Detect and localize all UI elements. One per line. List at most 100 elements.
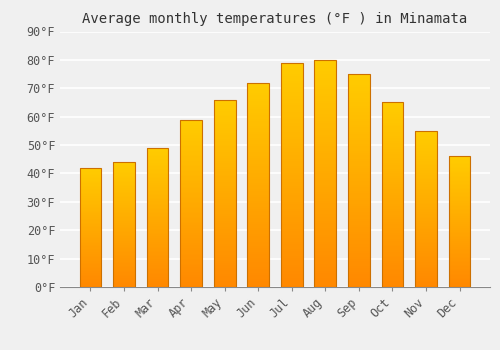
Bar [113, 265, 135, 266]
Bar [348, 159, 370, 161]
Bar [415, 206, 437, 207]
Bar [314, 105, 336, 107]
Bar [214, 188, 236, 190]
Bar [281, 130, 302, 132]
Bar [180, 203, 202, 205]
Bar [314, 271, 336, 273]
Bar [281, 141, 302, 144]
Bar [214, 248, 236, 250]
Bar [248, 193, 269, 195]
Bar [348, 185, 370, 187]
Bar [415, 259, 437, 260]
Bar [248, 232, 269, 234]
Bar [415, 239, 437, 240]
Bar [348, 163, 370, 166]
Bar [248, 166, 269, 168]
Bar [113, 176, 135, 177]
Bar [314, 280, 336, 282]
Bar [180, 195, 202, 197]
Bar [448, 282, 470, 283]
Bar [248, 109, 269, 111]
Bar [448, 181, 470, 183]
Bar [80, 269, 102, 270]
Bar [248, 83, 269, 287]
Bar [314, 171, 336, 174]
Bar [382, 274, 404, 276]
Bar [248, 205, 269, 207]
Bar [382, 136, 404, 138]
Bar [214, 105, 236, 107]
Bar [448, 248, 470, 249]
Bar [314, 185, 336, 187]
Bar [214, 272, 236, 274]
Bar [314, 198, 336, 201]
Bar [248, 197, 269, 199]
Bar [415, 210, 437, 212]
Bar [180, 145, 202, 146]
Bar [80, 214, 102, 216]
Bar [248, 207, 269, 209]
Bar [248, 115, 269, 117]
Bar [248, 222, 269, 224]
Bar [382, 202, 404, 204]
Bar [113, 212, 135, 213]
Bar [80, 278, 102, 279]
Bar [248, 187, 269, 189]
Bar [80, 240, 102, 242]
Bar [348, 83, 370, 85]
Bar [80, 197, 102, 199]
Bar [113, 272, 135, 273]
Bar [281, 258, 302, 260]
Bar [214, 118, 236, 120]
Bar [382, 193, 404, 195]
Bar [415, 176, 437, 178]
Bar [382, 265, 404, 267]
Bar [415, 181, 437, 182]
Bar [113, 280, 135, 281]
Bar [214, 139, 236, 141]
Bar [146, 236, 169, 237]
Bar [80, 189, 102, 190]
Bar [248, 178, 269, 181]
Bar [448, 202, 470, 203]
Bar [248, 164, 269, 166]
Bar [113, 239, 135, 241]
Bar [214, 102, 236, 103]
Bar [248, 248, 269, 250]
Bar [314, 183, 336, 185]
Bar [214, 265, 236, 266]
Bar [448, 241, 470, 243]
Bar [113, 184, 135, 186]
Bar [248, 219, 269, 222]
Bar [146, 166, 169, 167]
Bar [382, 239, 404, 241]
Bar [281, 224, 302, 226]
Bar [281, 220, 302, 222]
Bar [80, 220, 102, 222]
Bar [348, 74, 370, 76]
Bar [80, 210, 102, 211]
Bar [113, 221, 135, 222]
Bar [382, 108, 404, 110]
Bar [80, 231, 102, 232]
Bar [281, 139, 302, 141]
Bar [113, 243, 135, 245]
Bar [214, 262, 236, 265]
Bar [113, 286, 135, 287]
Bar [113, 163, 135, 164]
Bar [382, 245, 404, 246]
Bar [415, 149, 437, 151]
Bar [248, 140, 269, 142]
Bar [113, 271, 135, 272]
Bar [80, 273, 102, 274]
Bar [146, 180, 169, 181]
Bar [415, 140, 437, 142]
Bar [314, 135, 336, 137]
Bar [248, 262, 269, 265]
Bar [448, 267, 470, 269]
Bar [415, 142, 437, 143]
Bar [415, 279, 437, 281]
Bar [415, 139, 437, 140]
Bar [180, 146, 202, 148]
Bar [80, 184, 102, 186]
